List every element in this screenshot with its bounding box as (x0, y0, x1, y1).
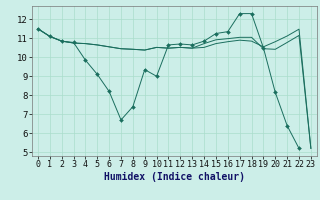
X-axis label: Humidex (Indice chaleur): Humidex (Indice chaleur) (104, 172, 245, 182)
